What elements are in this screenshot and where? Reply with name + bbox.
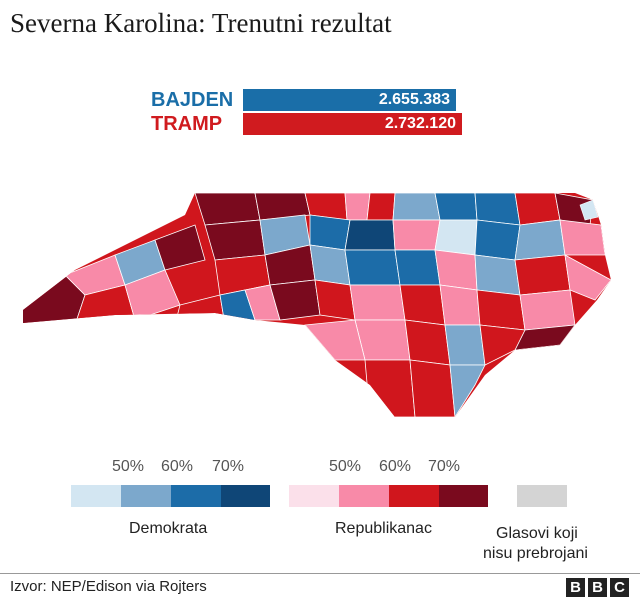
rep-level-70: 70% [428, 458, 461, 475]
trump-votes-bar: 2.732.120 [243, 113, 462, 135]
dem-swatch-1 [71, 485, 121, 507]
county-map [15, 185, 615, 420]
rep-swatch-2 [339, 485, 389, 507]
rep-level-60: 60% [379, 458, 412, 475]
biden-label: BAJDEN [151, 89, 234, 111]
north-carolina-map [23, 193, 611, 417]
bbc-logo-b2: B [588, 578, 607, 597]
footer-divider [0, 573, 640, 574]
dem-level-60: 60% [161, 458, 194, 475]
dem-level-70: 70% [212, 458, 245, 475]
bbc-logo-b1: B [566, 578, 585, 597]
uncounted-swatch [517, 485, 567, 507]
uncounted-label-line2: nisu prebrojani [483, 545, 588, 562]
bbc-logo-c: C [610, 578, 629, 597]
rep-swatch-4 [439, 485, 488, 507]
trump-label: TRAMP [151, 113, 223, 135]
dem-swatch-3 [171, 485, 221, 507]
dem-level-50: 50% [112, 458, 145, 475]
rep-swatch-3 [389, 485, 439, 507]
chart-title: Severna Karolina: Trenutni rezultat [10, 8, 392, 38]
bbc-logo: B B C [566, 578, 629, 597]
rep-swatch-1 [289, 485, 339, 507]
uncounted-label-line1: Glasovi koji [496, 525, 578, 542]
rep-level-50: 50% [329, 458, 362, 475]
biden-votes-bar: 2.655.383 [243, 89, 456, 111]
source-note: Izvor: NEP/Edison via Rojters [10, 578, 207, 595]
dem-swatch-4 [221, 485, 270, 507]
dem-swatch-2 [121, 485, 171, 507]
dem-legend-label: Demokrata [129, 520, 208, 537]
rep-legend-label: Republikanac [335, 520, 432, 537]
